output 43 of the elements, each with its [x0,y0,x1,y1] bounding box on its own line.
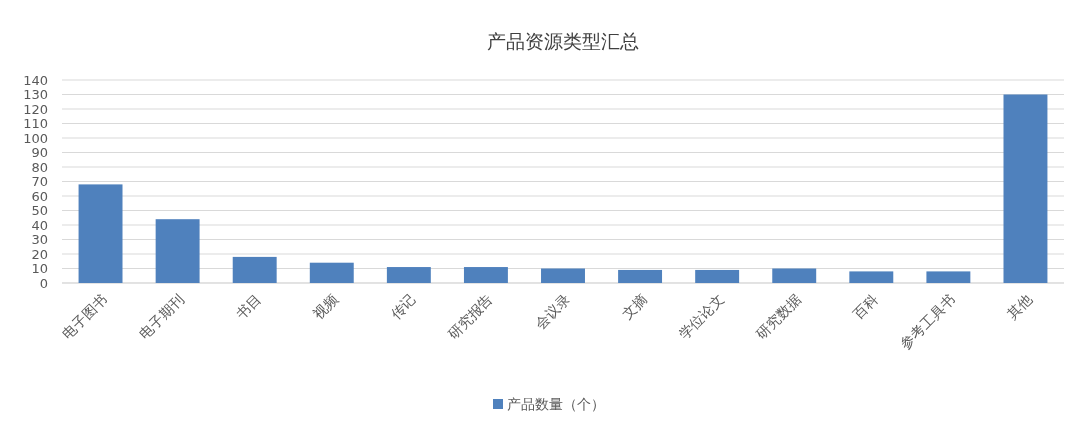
y-tick-label: 20 [31,246,48,262]
bar [1003,94,1048,283]
x-tick-label: 百科 [849,291,881,323]
bar [772,268,817,283]
y-tick-label: 130 [23,87,48,103]
bar [618,269,663,283]
bar [695,269,740,283]
bar [386,267,431,283]
bar [849,271,894,283]
y-tick-label: 140 [23,72,48,88]
x-tick-label: 文摘 [618,291,650,323]
y-tick-label: 0 [39,275,48,291]
bar [541,268,585,283]
y-tick-label: 90 [31,145,48,161]
y-tick-label: 60 [31,188,48,204]
bar [155,219,200,283]
y-tick-label: 110 [23,116,48,132]
x-tick-label: 传记 [387,291,419,323]
chart-title: 产品资源类型汇总 [487,30,639,52]
y-tick-label: 120 [23,101,48,117]
y-tick-label: 80 [31,159,48,175]
x-tick-label: 电子图书 [59,291,111,343]
bar [926,271,971,283]
y-tick-label: 40 [31,217,48,233]
y-tick-label: 10 [31,261,48,277]
y-tick-label: 30 [31,232,48,248]
y-tick-label: 70 [31,174,48,190]
legend-label: 产品数量（个） [507,395,605,412]
x-tick-label: 电子期刊 [136,291,188,343]
bar [463,267,508,283]
x-tick-label: 视频 [310,291,342,323]
bar [78,184,123,283]
x-tick-label: 研究报告 [444,291,496,343]
bar [309,262,354,283]
x-tick-label: 参考工具书 [897,291,958,353]
x-tick-label: 学位论文 [675,291,727,343]
x-tick-label: 研究数据 [752,291,804,343]
bar [232,256,277,283]
y-tick-label: 50 [31,203,48,219]
y-tick-label: 100 [23,130,48,146]
x-tick-label: 其他 [1003,291,1036,323]
x-tick-label: 书目 [233,291,265,323]
x-tick-label: 会议录 [531,291,573,333]
